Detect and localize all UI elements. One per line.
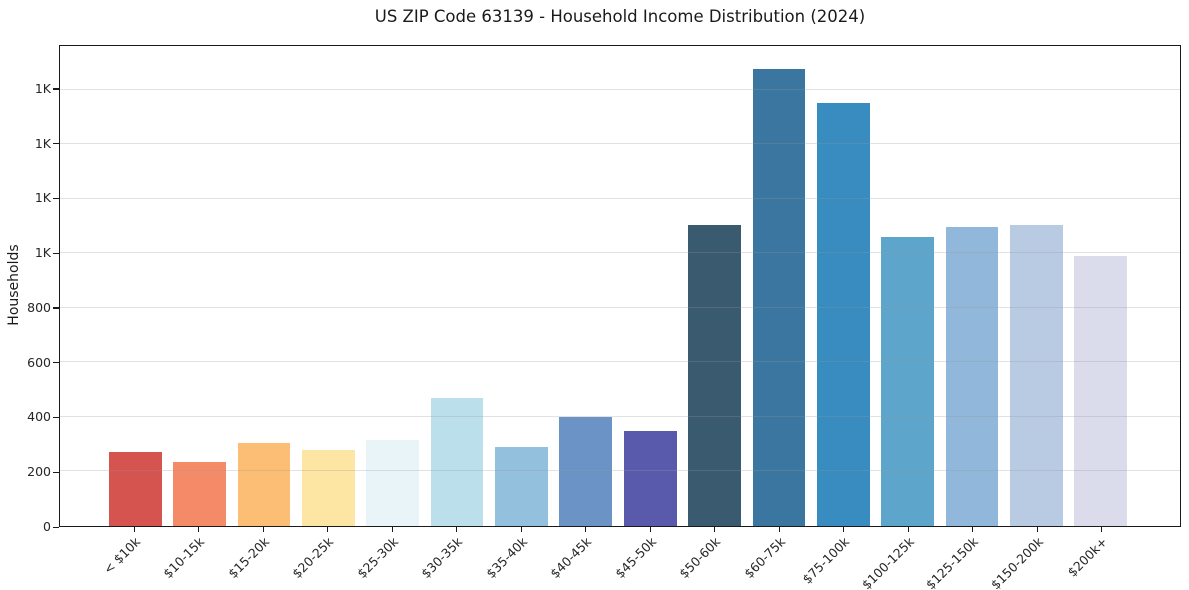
bar-slot [167,46,231,526]
x-tick-label: $35-40k [482,534,530,582]
bar-slot [940,46,1004,526]
y-tick-mark [53,143,59,145]
x-tick-mark [1036,527,1038,532]
chart-title: US ZIP Code 63139 - Household Income Dis… [374,7,866,26]
x-tick-label: $45-50k [611,534,659,582]
y-tick-label: 200 [27,464,51,480]
x-tick-label: $15-20k [224,534,272,582]
bar-slot [811,46,875,526]
x-tick-mark [714,527,716,532]
x-tick-mark [133,527,135,532]
bar-$45-50k [623,430,677,526]
x-tick-label: $100-125k [858,534,917,590]
y-tick-label: 400 [27,409,51,425]
bar-slot [747,46,811,526]
x-tick-mark [778,527,780,532]
bar-slot [489,46,553,526]
x-tick-mark [198,527,200,532]
x-tick-label: $75-100k [799,534,853,587]
bar-slot [618,46,682,526]
y-tick-label: 600 [27,354,51,370]
bar-$25-30k [366,440,420,526]
y-tick-label: 1K [34,135,51,151]
x-tick-mark [585,527,587,532]
x-tick-mark [456,527,458,532]
bar-$75-100k [816,103,870,526]
x-tick-label: $150-200k [987,534,1046,590]
x-tick-mark [327,527,329,532]
bar-$20-25k [301,449,355,526]
y-tick-label: 800 [27,299,51,315]
x-tick-label: $50-60k [676,534,724,582]
x-tick-mark [262,527,264,532]
x-tick-label: $60-75k [740,534,788,582]
y-tick-mark [53,416,59,419]
y-tick-label: 1K [34,190,51,206]
bar-$50-60k [688,224,741,526]
x-tick-mark [649,527,651,532]
y-tick-mark [53,526,59,528]
bar-$60-75k [752,69,806,526]
x-tick-label: $200k+ [1064,534,1111,580]
y-tick-label: 1K [34,245,51,261]
y-tick-mark [53,362,59,364]
x-tick-label: $30-35k [418,534,466,582]
bar-slot [554,46,618,526]
bar-slot [103,46,167,526]
bar-slot [1069,46,1133,526]
y-tick-label: 1K [34,80,51,96]
bar-$15-20k [237,442,291,526]
x-tick-mark [391,527,393,532]
x-tick-mark [1101,527,1103,532]
bar-$100-125k [881,236,935,526]
bar-slot [425,46,489,526]
y-tick-mark [53,197,59,200]
plot-area [59,45,1181,527]
bar-slot [682,46,746,526]
y-tick-label: 0 [43,519,51,534]
bar-slot [1004,46,1068,526]
bar-slot [232,46,296,526]
bar-$30-35k [430,397,484,526]
bar-slot [361,46,425,526]
bar-$40-45k [559,416,613,526]
x-tick-label: $40-45k [547,534,595,582]
bar-$200k+ [1074,256,1128,526]
x-tick-mark [520,527,522,532]
bar-$150-200k [1010,224,1063,526]
y-tick-mark [53,307,59,309]
bar-slot [876,46,940,526]
x-tick-label: $25-30k [353,534,401,582]
bars-layer [60,46,1180,526]
y-tick-mark [53,88,59,90]
bar-slot [296,46,360,526]
x-tick-label: $10-15k [160,534,208,582]
x-tick-mark [843,527,845,532]
x-tick-label: $125-150k [923,534,982,590]
x-tick-mark [972,527,974,532]
y-tick-mark [53,471,59,474]
bar-$125-150k [945,227,999,526]
x-tick-label: < $10k [100,534,143,577]
x-tick-label: $20-25k [289,534,337,582]
bar-$35-40k [495,446,548,526]
bar-< $10k [108,452,162,526]
bar-$10-15k [173,461,226,526]
x-tick-mark [907,527,909,532]
y-tick-mark [53,252,59,254]
